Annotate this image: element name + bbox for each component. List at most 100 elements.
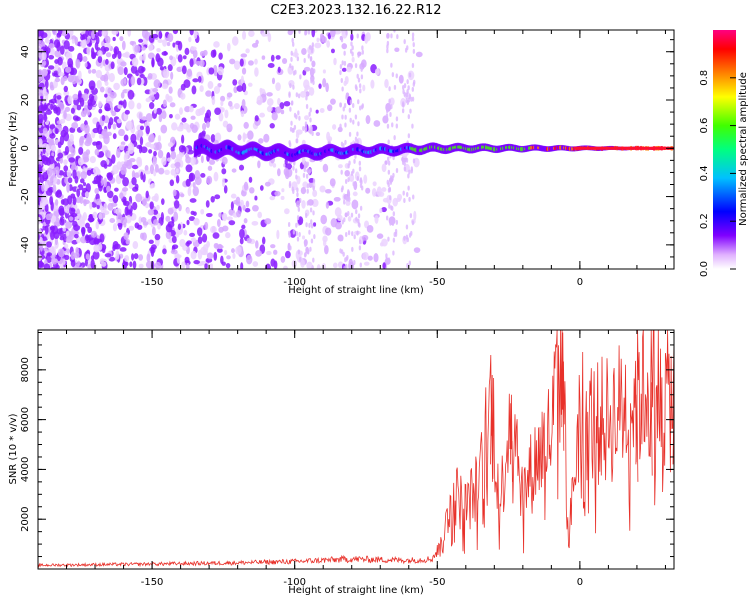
noise-speck: [207, 81, 214, 90]
noise-speck: [271, 77, 276, 85]
noise-speck: [202, 49, 208, 56]
noise-stripe-speck: [405, 157, 409, 163]
noise-speck: [181, 134, 185, 144]
noise-speck: [112, 164, 119, 175]
noise-speck: [46, 167, 53, 177]
noise-speck: [270, 54, 275, 62]
noise-speck: [82, 156, 90, 163]
noise-speck: [154, 261, 162, 269]
noise-stripe-speck: [389, 220, 392, 226]
noise-speck: [86, 169, 92, 176]
noise-speck: [179, 238, 186, 248]
noise-speck: [326, 40, 331, 48]
noise-stripe-speck: [391, 220, 395, 226]
noise-stripe-speck: [357, 213, 361, 219]
noise-speck: [84, 62, 88, 68]
noise-speck: [381, 163, 387, 173]
noise-speck: [240, 75, 244, 84]
noise-speck: [374, 215, 379, 224]
noise-stripe-speck: [292, 165, 295, 171]
noise-speck: [88, 69, 92, 74]
noise-stripe-speck: [346, 254, 349, 260]
noise-stripe-speck: [308, 169, 311, 175]
noise-speck: [57, 30, 63, 36]
noise-speck: [197, 236, 203, 245]
noise-speck: [210, 225, 217, 234]
noise-speck: [192, 186, 199, 197]
noise-stripe-speck: [306, 200, 310, 206]
noise-speck: [181, 65, 187, 75]
noise-speck: [261, 55, 266, 60]
noise-speck: [99, 86, 105, 93]
noise-speck: [50, 266, 57, 269]
noise-speck: [195, 60, 202, 66]
noise-speck: [189, 232, 196, 237]
noise-speck: [112, 36, 116, 42]
noise-speck: [160, 212, 165, 222]
noise-stripe-speck: [405, 234, 409, 240]
noise-speck: [251, 220, 259, 226]
noise-speck: [210, 195, 215, 203]
noise-stripe-speck: [358, 222, 361, 228]
noise-speck: [264, 30, 270, 37]
noise-speck: [254, 115, 259, 122]
snr-ytick-label: 6000: [20, 407, 31, 432]
noise-speck: [170, 249, 178, 255]
noise-speck: [146, 253, 151, 263]
noise-speck: [165, 215, 171, 222]
noise-speck: [153, 107, 157, 114]
noise-speck: [196, 227, 203, 237]
noise-speck: [116, 118, 122, 124]
noise-speck: [206, 240, 210, 248]
noise-stripe-speck: [356, 175, 360, 181]
noise-stripe-speck: [299, 74, 302, 80]
noise-speck: [48, 43, 55, 49]
noise-speck: [122, 261, 128, 269]
noise-speck: [97, 55, 103, 64]
noise-speck: [154, 163, 159, 173]
noise-speck: [206, 252, 214, 260]
noise-speck: [221, 156, 228, 165]
noise-speck: [372, 181, 377, 187]
noise-speck: [42, 60, 47, 66]
noise-speck: [180, 83, 186, 91]
noise-speck: [185, 178, 191, 187]
noise-speck: [303, 79, 310, 89]
noise-speck: [122, 199, 127, 206]
noise-speck: [44, 184, 50, 189]
noise-speck: [319, 185, 326, 193]
noise-stripe-speck: [392, 250, 395, 256]
noise-speck: [322, 69, 326, 74]
noise-stripe-speck: [339, 123, 342, 129]
colorbar-tick-label: 0.6: [699, 118, 710, 134]
noise-stripe-speck: [412, 194, 415, 200]
noise-stripe-speck: [386, 44, 389, 50]
noise-stripe-speck: [408, 260, 412, 266]
noise-stripe-speck: [352, 168, 355, 174]
noise-speck: [233, 102, 240, 110]
spectrogram-ytick-label: -40: [20, 237, 31, 253]
spectrogram-xtick-label: -100: [283, 277, 306, 288]
noise-speck: [38, 253, 42, 262]
noise-speck: [52, 177, 57, 186]
noise-speck: [59, 118, 66, 124]
noise-speck: [361, 234, 369, 241]
noise-speck: [98, 134, 103, 139]
noise-speck: [77, 90, 82, 100]
noise-stripe-speck: [343, 266, 346, 269]
noise-stripe-speck: [292, 229, 296, 235]
noise-stripe-speck: [344, 139, 347, 145]
noise-speck: [350, 33, 354, 41]
noise-speck: [55, 106, 61, 116]
noise-speck: [90, 230, 98, 238]
noise-stripe-speck: [308, 229, 311, 235]
noise-speck: [64, 106, 71, 112]
noise-speck: [98, 108, 103, 114]
noise-speck: [204, 221, 209, 230]
noise-speck: [392, 197, 398, 207]
snr-ytick-label: 8000: [20, 357, 31, 382]
noise-speck: [261, 236, 266, 245]
noise-speck: [186, 68, 193, 77]
noise-speck: [156, 107, 163, 115]
